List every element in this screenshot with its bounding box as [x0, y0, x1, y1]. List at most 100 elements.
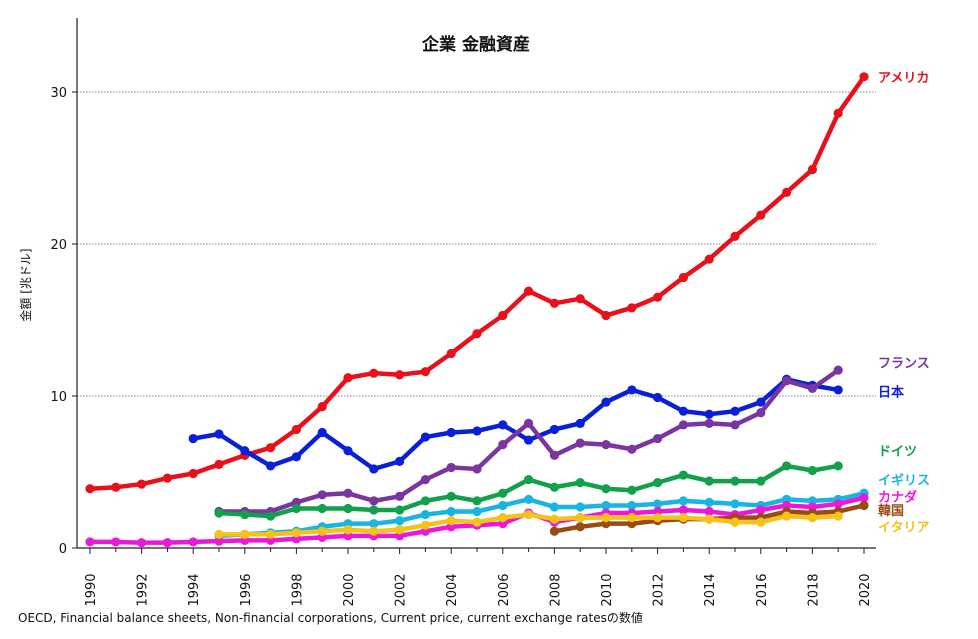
data-point [756, 210, 766, 220]
data-point [575, 294, 585, 304]
data-point [704, 514, 714, 524]
data-point [730, 420, 740, 430]
data-point [756, 505, 766, 515]
data-point [653, 292, 663, 302]
data-point [807, 513, 818, 523]
data-point [446, 516, 456, 526]
data-point [395, 516, 405, 526]
data-point [317, 402, 327, 412]
data-point [730, 231, 740, 241]
data-point [162, 538, 172, 548]
series-7 [214, 509, 843, 539]
data-point [756, 408, 766, 418]
data-point [472, 517, 482, 527]
data-point [420, 520, 430, 530]
data-point [859, 72, 869, 82]
data-point [420, 367, 430, 377]
series-0 [85, 72, 869, 494]
series-2 [214, 365, 843, 517]
data-point [653, 499, 663, 509]
data-point [524, 435, 534, 445]
data-point [601, 440, 611, 450]
data-point [833, 499, 843, 509]
x-tick-label: 2018 [806, 573, 821, 606]
data-point [446, 348, 456, 359]
data-point [678, 470, 689, 480]
x-tick-label: 2002 [394, 573, 409, 606]
data-point [704, 254, 714, 264]
data-point [653, 392, 663, 403]
data-point [343, 503, 353, 514]
data-point [395, 505, 405, 515]
data-point [549, 424, 560, 435]
data-point [575, 418, 585, 428]
series-label: イタリア [878, 521, 929, 536]
data-point [524, 286, 534, 296]
data-point [678, 513, 689, 523]
series-label: 日本 [878, 384, 904, 400]
axes: 0 10 20 30 1990 1992 1994 1996 1998 2000 2002 2004 2… [50, 18, 876, 607]
series-group [85, 72, 869, 548]
data-point [575, 502, 585, 512]
data-point [317, 427, 327, 438]
data-point [730, 517, 740, 527]
data-point [472, 464, 482, 474]
data-point [420, 475, 430, 485]
data-point [549, 298, 560, 308]
y-tick-label: 0 [59, 542, 67, 557]
x-tick-label: 1996 [239, 573, 254, 606]
data-point [266, 511, 276, 521]
data-point [782, 187, 792, 197]
data-point [601, 484, 611, 494]
data-point [472, 496, 482, 506]
data-point [601, 310, 611, 321]
data-point [291, 528, 301, 538]
data-point [291, 452, 301, 462]
data-point [524, 418, 534, 428]
x-tick-label: 2008 [548, 573, 563, 606]
x-tick-label: 1998 [290, 573, 305, 606]
data-point [446, 462, 456, 473]
data-point [472, 506, 482, 517]
data-point [678, 505, 689, 515]
chart-title: 企業 金融資産 [421, 34, 530, 55]
data-point [730, 476, 740, 486]
data-point [472, 426, 482, 436]
data-point [498, 488, 508, 498]
data-point [111, 482, 121, 492]
data-point [498, 500, 508, 511]
x-tick-label: 2012 [652, 573, 667, 606]
data-point [524, 475, 534, 485]
grid-lines [77, 91, 876, 397]
data-point [395, 525, 405, 535]
data-point [627, 444, 637, 454]
data-point [446, 491, 456, 501]
x-tick-label: 2004 [445, 573, 460, 606]
x-tick-label: 1994 [187, 573, 202, 606]
data-point [807, 383, 818, 393]
data-point [524, 509, 534, 520]
data-point [730, 406, 740, 416]
data-point [627, 500, 637, 511]
data-point [85, 537, 95, 547]
x-tick-label: 2016 [755, 573, 770, 606]
data-point [575, 513, 585, 523]
data-point [111, 537, 121, 547]
x-tick-label: 2000 [342, 573, 357, 606]
series-3 [214, 461, 843, 521]
data-point [704, 418, 714, 428]
data-point [575, 478, 585, 488]
data-point [137, 479, 147, 489]
data-point [214, 529, 224, 539]
data-point [627, 385, 637, 395]
data-point [756, 476, 766, 486]
data-point [266, 529, 276, 539]
data-point [833, 511, 843, 521]
data-point [214, 508, 224, 518]
data-point [446, 427, 456, 438]
data-point [653, 513, 663, 523]
data-point [240, 446, 250, 456]
data-point [678, 420, 689, 430]
data-point [369, 464, 379, 474]
data-point [782, 376, 792, 386]
